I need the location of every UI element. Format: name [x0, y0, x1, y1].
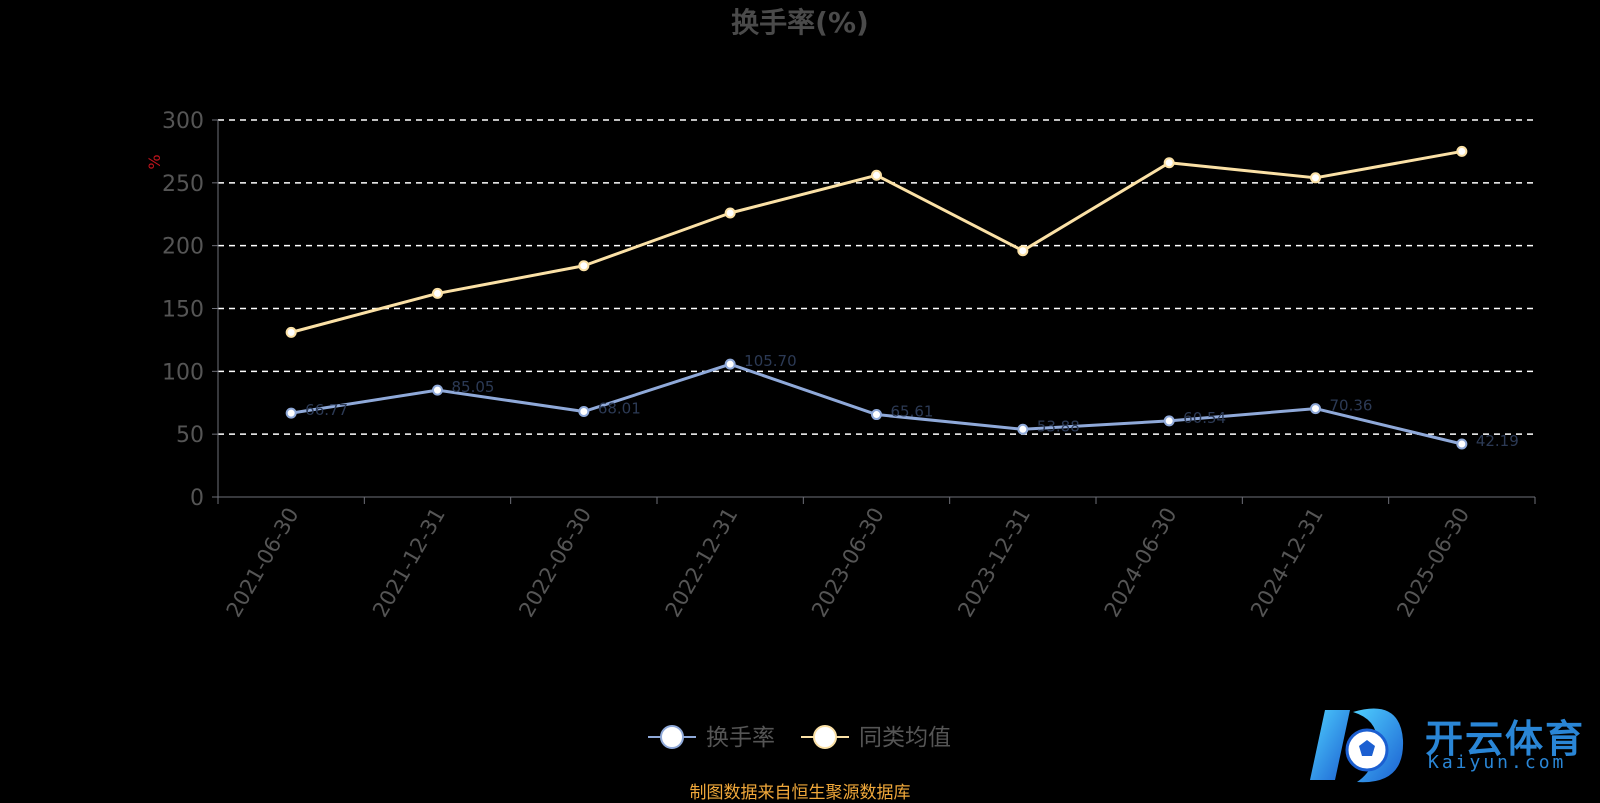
- y-tick-label: 300: [162, 109, 204, 134]
- x-tick-label: 2024-06-30: [1100, 504, 1182, 622]
- x-tick-label: 2022-12-31: [661, 504, 743, 622]
- x-tick-label: 2023-06-30: [807, 504, 889, 622]
- x-tick-label: 2023-12-31: [953, 504, 1035, 622]
- grid-layer: [218, 119, 1535, 435]
- data-point[interactable]: [1017, 423, 1029, 435]
- data-point[interactable]: [1456, 145, 1468, 157]
- y-tick-label: 50: [176, 423, 204, 448]
- data-label: 85.05: [452, 378, 495, 396]
- data-point[interactable]: [285, 326, 297, 338]
- x-tick-label: 2021-06-30: [222, 504, 304, 622]
- y-tick-label: 200: [162, 235, 204, 260]
- watermark-logo: [1305, 700, 1595, 790]
- y-tick-label: 0: [190, 486, 204, 511]
- data-point[interactable]: [432, 287, 443, 299]
- data-label: 105.70: [744, 352, 797, 370]
- chart-title: 换手率(%): [731, 6, 869, 39]
- y-axis-label: %: [145, 154, 164, 169]
- kaiyun-logo-icon: [1310, 708, 1404, 783]
- data-point[interactable]: [1310, 403, 1321, 415]
- data-label: 53.88: [1037, 417, 1080, 435]
- x-tick-label: 2025-06-30: [1392, 504, 1474, 622]
- data-label: 70.36: [1330, 397, 1373, 415]
- data-point[interactable]: [578, 406, 590, 418]
- legend[interactable]: 换手率 同类均值: [648, 725, 951, 751]
- series-layer: 66.77 85.05 68.01 105.70 65.61 53.88 60.54 70.3…: [285, 145, 1519, 450]
- source-note: 制图数据来自恒生聚源数据库: [689, 783, 911, 803]
- x-tick-label: 2024-12-31: [1246, 504, 1328, 622]
- data-label: 66.77: [305, 401, 348, 419]
- data-label: 65.61: [891, 403, 934, 421]
- data-label: 42.19: [1476, 432, 1519, 450]
- data-point[interactable]: [1310, 172, 1321, 184]
- y-tick-label: 150: [162, 298, 204, 323]
- data-point[interactable]: [871, 409, 882, 421]
- watermark-domain: Kaiyun.com: [1428, 752, 1567, 773]
- legend-marker[interactable]: [813, 725, 837, 749]
- data-point[interactable]: [1163, 415, 1175, 427]
- y-tick-label: 100: [162, 360, 204, 385]
- watermark-brand: 开云体育: [1425, 717, 1586, 761]
- data-label: 68.01: [598, 400, 641, 418]
- axis-layer: 0 50 100 150 200 250 300 2021-06-30 2021-12-31 20…: [162, 109, 1536, 622]
- data-label: 60.54: [1183, 409, 1226, 427]
- legend-marker[interactable]: [660, 725, 684, 749]
- data-point[interactable]: [285, 407, 297, 419]
- data-point[interactable]: [871, 169, 882, 181]
- data-point[interactable]: [578, 260, 590, 272]
- data-point[interactable]: [1456, 438, 1468, 450]
- x-tick-label: 2021-12-31: [368, 504, 450, 622]
- y-tick-label: 250: [162, 172, 204, 197]
- data-point[interactable]: [1017, 245, 1029, 257]
- data-point[interactable]: [1163, 157, 1175, 169]
- legend-label[interactable]: 换手率: [706, 725, 775, 751]
- data-point[interactable]: [724, 358, 736, 370]
- legend-label[interactable]: 同类均值: [859, 725, 951, 751]
- data-point[interactable]: [724, 207, 736, 219]
- x-tick-label: 2022-06-30: [514, 504, 596, 622]
- data-point[interactable]: [432, 384, 443, 396]
- series-line: [290, 362, 1463, 446]
